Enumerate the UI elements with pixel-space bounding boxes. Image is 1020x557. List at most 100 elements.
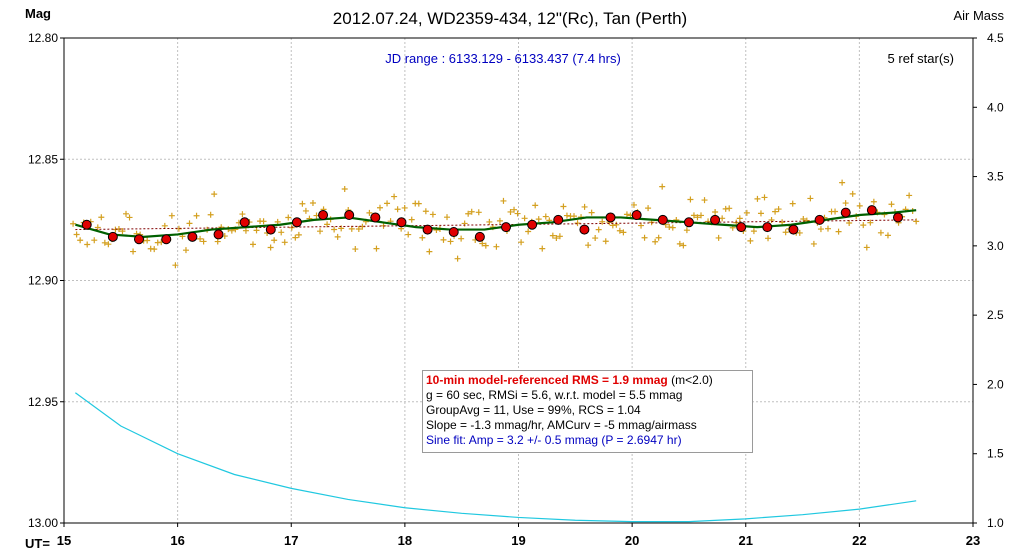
x-tick-label: 17 — [284, 533, 298, 548]
raw-point — [391, 193, 398, 200]
raw-point — [207, 211, 214, 218]
raw-point — [539, 245, 546, 252]
raw-point — [906, 192, 913, 199]
raw-point — [239, 211, 246, 218]
raw-point — [807, 195, 814, 202]
raw-point — [645, 205, 652, 212]
raw-point — [638, 222, 645, 229]
raw-point — [676, 240, 683, 247]
raw-point — [394, 206, 401, 213]
plot-frame — [63, 37, 974, 524]
raw-point — [655, 234, 662, 241]
raw-point — [214, 238, 221, 245]
raw-point — [712, 209, 719, 216]
y-left-tick-label: 12.80 — [28, 31, 58, 45]
right-axis-label: Air Mass — [953, 8, 1004, 23]
raw-point — [355, 226, 362, 233]
raw-point — [630, 201, 637, 208]
raw-point — [535, 216, 542, 223]
raw-point — [405, 231, 412, 238]
raw-point — [736, 215, 743, 222]
raw-point — [888, 201, 895, 208]
raw-point — [687, 196, 694, 203]
raw-point — [810, 240, 817, 247]
raw-point — [447, 238, 454, 245]
average-point — [710, 214, 721, 225]
y-left-tick-label: 12.90 — [28, 274, 58, 288]
raw-point — [496, 217, 503, 224]
raw-point — [253, 227, 260, 234]
raw-point — [867, 219, 874, 226]
raw-point — [91, 237, 98, 244]
raw-point — [877, 229, 884, 236]
average-point — [788, 224, 799, 235]
trend-line — [75, 219, 917, 231]
raw-point — [288, 224, 295, 231]
raw-point — [123, 210, 130, 217]
raw-point — [683, 227, 690, 234]
raw-point — [182, 247, 189, 254]
y-left-tick-label: 12.95 — [28, 395, 58, 409]
raw-point — [401, 204, 408, 211]
raw-point — [172, 262, 179, 269]
raw-point — [849, 190, 856, 197]
average-point — [187, 231, 198, 242]
raw-point — [870, 198, 877, 205]
raw-point — [376, 204, 383, 211]
raw-point — [824, 225, 831, 232]
y-right-tick-label: 2.5 — [987, 308, 1004, 322]
airmass-line — [75, 392, 917, 523]
raw-point — [94, 224, 101, 231]
raw-point — [267, 244, 274, 251]
raw-point — [130, 248, 137, 255]
raw-point — [521, 215, 528, 222]
x-tick-label: 18 — [398, 533, 412, 548]
raw-point — [641, 234, 648, 241]
raw-point — [352, 246, 359, 253]
raw-point — [669, 224, 676, 231]
y-right-tick-label: 4.0 — [987, 100, 1004, 114]
raw-point — [680, 242, 687, 249]
raw-point — [757, 210, 764, 217]
raw-point — [782, 229, 789, 236]
raw-point — [842, 200, 849, 207]
raw-point — [595, 226, 602, 233]
raw-point — [863, 244, 870, 251]
raw-point — [186, 220, 193, 227]
y-right-tick-label: 1.0 — [987, 516, 1004, 530]
raw-point — [511, 206, 518, 213]
raw-point — [817, 226, 824, 233]
trend-dashed-line — [75, 219, 917, 231]
raw-point — [295, 231, 302, 238]
raw-point — [144, 237, 151, 244]
ref-stars-text: 5 ref star(s) — [888, 51, 954, 66]
average-point — [579, 224, 590, 235]
average-point — [448, 227, 459, 237]
raw-point — [98, 214, 105, 221]
raw-point — [465, 210, 472, 217]
raw-point — [514, 210, 521, 217]
info-line-3: GroupAvg = 11, Use = 99%, RCS = 1.04 — [426, 403, 641, 417]
raw-point — [839, 179, 846, 186]
raw-point — [341, 186, 348, 193]
raw-point — [260, 218, 267, 225]
raw-point — [835, 228, 842, 235]
raw-point — [454, 255, 461, 262]
average-point — [318, 210, 329, 221]
raw-point — [884, 232, 891, 239]
raw-point — [602, 238, 609, 245]
raw-point — [599, 218, 606, 225]
raw-point — [659, 183, 666, 190]
raw-point — [620, 229, 627, 236]
average-point — [501, 222, 512, 233]
average-point — [893, 212, 904, 223]
raw-point — [507, 208, 514, 215]
jd-range-text: JD range : 6133.129 - 6133.437 (7.4 hrs) — [385, 51, 621, 66]
stats-box: 10-min model-referenced RMS = 1.9 mmag (… — [422, 370, 753, 453]
raw-point — [715, 234, 722, 241]
bottom-axis-label: UT= — [25, 536, 50, 551]
raw-point — [694, 214, 701, 221]
raw-point — [486, 218, 493, 225]
raw-point — [549, 232, 556, 239]
